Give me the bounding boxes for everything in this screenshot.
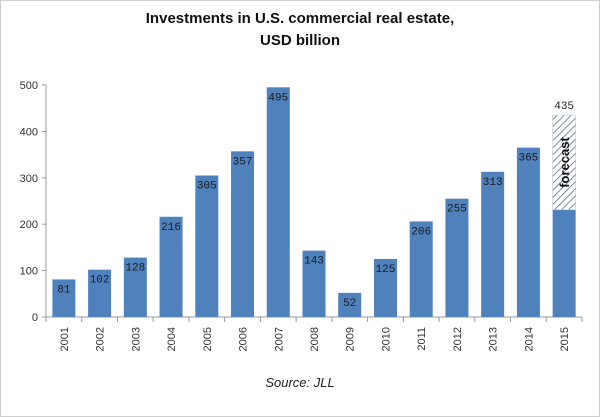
x-tick-label: 2007 xyxy=(273,327,285,351)
data-label: 495 xyxy=(268,92,288,104)
data-label: 206 xyxy=(411,226,431,238)
x-tick-label: 2011 xyxy=(416,327,428,351)
bar xyxy=(159,216,183,317)
data-labels: 81 102 128 216 305 357 495 143 52 125 206 255 313 365… xyxy=(57,92,574,310)
bar xyxy=(52,279,76,317)
source-note: Source: JLL xyxy=(265,375,335,390)
y-tick-label: 500 xyxy=(20,80,38,92)
data-label: 305 xyxy=(197,180,217,192)
data-label: 128 xyxy=(125,263,145,275)
forecast-label: forecast xyxy=(557,137,572,188)
bars xyxy=(52,87,576,317)
data-label: 143 xyxy=(304,256,324,268)
data-label: 125 xyxy=(376,264,396,276)
x-tick-label: 2005 xyxy=(202,327,214,351)
bar xyxy=(123,257,147,317)
data-label: 255 xyxy=(447,204,467,216)
bar xyxy=(373,259,397,317)
bar xyxy=(266,87,290,317)
x-tick-label: 2010 xyxy=(380,327,392,351)
x-tick-label: 2008 xyxy=(309,327,321,351)
x-tick-label: 2004 xyxy=(166,327,178,351)
y-tick-label: 200 xyxy=(20,219,38,231)
x-tick-label: 2015 xyxy=(559,327,571,351)
chart-title-line2: USD billion xyxy=(260,32,340,49)
chart-title: Investments in U.S. commercial real esta… xyxy=(0,8,600,52)
bar xyxy=(302,250,326,317)
y-tick-label: 400 xyxy=(20,126,38,138)
data-label: 102 xyxy=(90,275,110,287)
data-label: 313 xyxy=(483,177,503,189)
bar-2015-actual xyxy=(552,209,576,317)
bar xyxy=(481,171,505,317)
bar xyxy=(88,269,112,317)
data-label: 435 xyxy=(554,101,574,113)
bar xyxy=(338,292,362,317)
x-tick-label: 2013 xyxy=(488,327,500,351)
x-tick-label: 2014 xyxy=(523,327,535,351)
bar-2015-forecast-hatch xyxy=(552,114,576,211)
y-tick-label: 300 xyxy=(20,173,38,185)
x-tick-label: 2001 xyxy=(59,327,71,351)
y-tick-label: 100 xyxy=(20,266,38,278)
bar xyxy=(516,147,540,317)
x-tick-label: 2002 xyxy=(95,327,107,351)
x-tick-label: 2003 xyxy=(130,327,142,351)
chart-title-line1: Investments in U.S. commercial real esta… xyxy=(145,10,455,27)
data-label: 365 xyxy=(518,153,538,165)
y-tick-label: 0 xyxy=(32,312,38,324)
data-label: 357 xyxy=(233,156,253,168)
axes: 0 100 200 300 400 500 2001 2002 2003 2004 2005 2006… xyxy=(20,80,583,351)
data-label: 81 xyxy=(57,284,71,296)
bar xyxy=(409,221,433,317)
x-tick-label: 2012 xyxy=(452,327,464,351)
bar xyxy=(231,151,255,317)
x-tick-label: 2009 xyxy=(345,327,357,351)
bar xyxy=(195,175,219,317)
bar xyxy=(445,198,469,317)
data-label: 52 xyxy=(343,298,356,310)
x-tick-label: 2006 xyxy=(238,327,250,351)
data-label: 216 xyxy=(161,222,181,234)
